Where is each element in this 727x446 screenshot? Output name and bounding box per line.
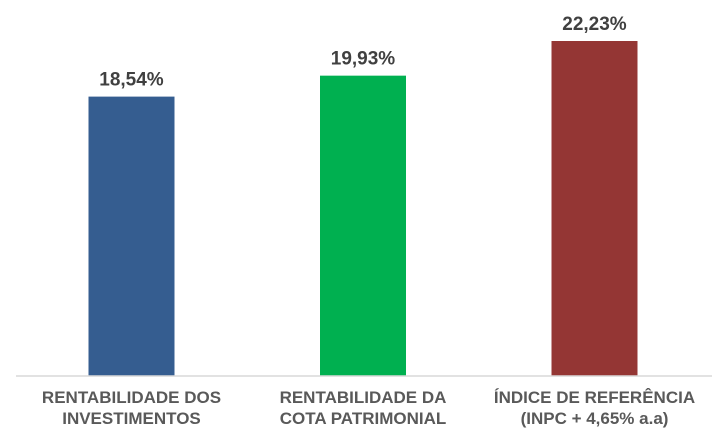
category-label-1-line-2: INVESTIMENTOS — [62, 409, 201, 428]
value-label-2: 19,93% — [331, 49, 396, 70]
category-label-2-line-2: COTA PATRIMONIAL — [280, 409, 447, 428]
category-label-3-line-2: (INPC + 4,65% a.a) — [521, 409, 669, 428]
category-labels-group: RENTABILIDADE DOS INVESTIMENTOS RENTABILID… — [42, 388, 695, 428]
category-label-2-line-1: RENTABILIDADE DA — [280, 388, 447, 407]
value-labels-group: 18,54% 19,93% 22,23% — [99, 14, 627, 91]
category-label-3-line-1: ÍNDICE DE REFERÊNCIA — [494, 388, 695, 407]
bar-3 — [551, 41, 638, 376]
value-label-1: 18,54% — [99, 70, 164, 91]
bar-1 — [88, 96, 175, 376]
value-label-3: 22,23% — [562, 14, 627, 35]
bars-group — [88, 41, 638, 376]
bar-2 — [320, 75, 406, 376]
category-label-1-line-1: RENTABILIDADE DOS — [42, 388, 221, 407]
